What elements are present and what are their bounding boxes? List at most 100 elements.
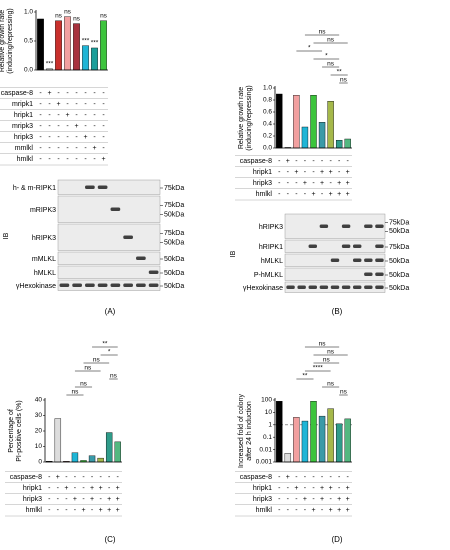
bar	[327, 100, 334, 149]
condition-cell: +	[92, 145, 96, 152]
panel-label: (D)	[331, 535, 342, 544]
condition-label: mripk1	[12, 101, 33, 108]
blot-label: hRIPK3	[32, 235, 56, 242]
condition-label: hripk1	[253, 485, 272, 492]
y-tick-label: 100	[261, 397, 272, 404]
condition-cell: +	[90, 496, 94, 503]
size-marker: 50kDa	[164, 240, 184, 247]
condition-cell: -	[278, 158, 281, 165]
blot-band	[330, 258, 340, 262]
condition-cell: -	[84, 101, 87, 108]
blot-band	[364, 258, 373, 262]
condition-cell: -	[312, 158, 315, 165]
condition-cell: +	[116, 507, 120, 514]
condition-cell: -	[278, 191, 281, 198]
bar	[293, 417, 300, 463]
bar	[55, 20, 62, 71]
bar	[301, 126, 309, 149]
blot-band	[59, 283, 70, 287]
condition-cell: +	[329, 507, 333, 514]
blot-band	[72, 283, 82, 287]
size-marker: 75kDa	[164, 185, 184, 192]
blot-strip	[284, 239, 386, 253]
condition-label: hmlkl	[26, 507, 43, 514]
condition-cell: +	[294, 485, 298, 492]
condition-cell: -	[321, 158, 324, 165]
size-marker: 75kDa	[164, 202, 184, 209]
y-tick-label: 0.1	[263, 434, 272, 441]
condition-cell: -	[304, 158, 307, 165]
condition-cell: -	[287, 496, 290, 503]
condition-cell: -	[102, 90, 105, 97]
blot-band	[319, 285, 329, 289]
blot-band	[353, 258, 362, 262]
blot-band	[330, 285, 340, 289]
bar	[37, 18, 44, 71]
y-axis-label: (inducing/repressing)	[246, 85, 253, 150]
condition-cell: -	[57, 145, 60, 152]
condition-cell: -	[108, 474, 111, 481]
condition-cell: -	[102, 123, 105, 130]
condition-label: hripk1	[253, 169, 272, 176]
significance-label: ns	[73, 15, 81, 22]
bar	[293, 94, 300, 149]
condition-cell: -	[39, 134, 42, 141]
condition-cell: +	[101, 156, 105, 163]
bar	[88, 455, 96, 463]
bracket-label: **	[337, 69, 343, 76]
condition-cell: -	[102, 112, 105, 119]
condition-cell: -	[287, 507, 290, 514]
condition-cell: -	[295, 191, 298, 198]
condition-cell: +	[337, 496, 341, 503]
bar	[91, 47, 98, 71]
condition-cell: -	[65, 474, 68, 481]
condition-cell: -	[93, 123, 96, 130]
condition-cell: +	[74, 123, 78, 130]
blot-label: γHexokinase	[16, 283, 56, 290]
condition-cell: +	[99, 507, 103, 514]
blot-band	[97, 283, 108, 287]
blot-strip	[284, 267, 386, 281]
condition-cell: +	[107, 496, 111, 503]
condition-cell: -	[102, 145, 105, 152]
blot-group-label: IB	[230, 250, 237, 257]
condition-cell: +	[346, 507, 350, 514]
size-marker: 50kDa	[164, 212, 184, 219]
significance-label: ***	[46, 61, 54, 68]
condition-cell: -	[75, 90, 78, 97]
condition-cell: -	[57, 90, 60, 97]
condition-cell: +	[329, 169, 333, 176]
condition-cell: -	[338, 158, 341, 165]
condition-label: hmlkl	[17, 156, 34, 163]
condition-cell: -	[329, 496, 332, 503]
y-tick-label: 0.2	[263, 133, 272, 140]
condition-cell: +	[337, 507, 341, 514]
bar	[284, 453, 292, 463]
condition-label: caspase-8	[240, 474, 272, 481]
blot-label: h- & m-RIPK1	[13, 185, 56, 192]
condition-cell: -	[347, 474, 350, 481]
condition-cell: -	[57, 496, 60, 503]
condition-cell: +	[116, 485, 120, 492]
y-tick-label: 30	[35, 412, 43, 419]
y-tick-label: 0.4	[263, 121, 272, 128]
condition-cell: -	[304, 485, 307, 492]
blot-band	[375, 244, 384, 248]
condition-label: hripk1	[14, 112, 33, 119]
condition-cell: -	[117, 474, 120, 481]
condition-cell: -	[329, 180, 332, 187]
condition-cell: +	[337, 191, 341, 198]
condition-cell: -	[82, 485, 85, 492]
condition-cell: -	[93, 156, 96, 163]
condition-cell: -	[39, 90, 42, 97]
significance-label: ns	[64, 8, 72, 15]
y-tick-label: 10	[265, 409, 273, 416]
condition-cell: -	[347, 158, 350, 165]
y-tick-label: 1.0	[24, 9, 33, 16]
bracket-label: ns	[93, 357, 101, 364]
condition-cell: -	[295, 507, 298, 514]
condition-cell: -	[74, 474, 77, 481]
condition-cell: -	[304, 191, 307, 198]
size-marker: 75kDa	[389, 220, 409, 227]
